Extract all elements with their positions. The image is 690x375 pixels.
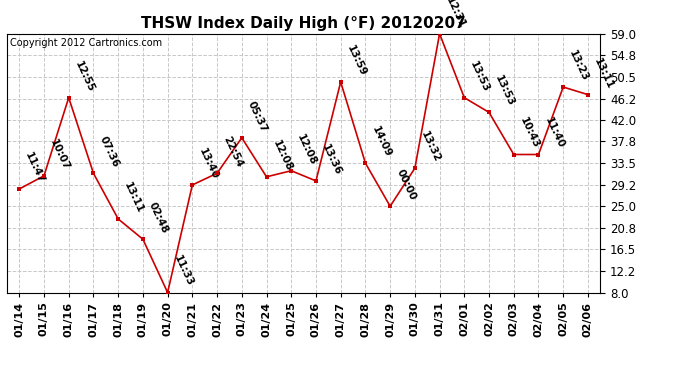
- Text: 13:40: 13:40: [197, 146, 219, 181]
- Text: 12:55: 12:55: [73, 59, 96, 93]
- Text: 11:40: 11:40: [542, 116, 566, 150]
- Text: 22:54: 22:54: [221, 135, 244, 169]
- Text: 11:47: 11:47: [23, 150, 47, 185]
- Text: 13:53: 13:53: [469, 59, 491, 93]
- Text: 13:23: 13:23: [567, 49, 591, 83]
- Text: 13:36: 13:36: [320, 142, 343, 177]
- Text: 12:08: 12:08: [270, 138, 294, 172]
- Text: 07:36: 07:36: [97, 135, 121, 169]
- Text: 02:48: 02:48: [147, 201, 170, 235]
- Text: 14:09: 14:09: [370, 125, 393, 159]
- Text: 12:31: 12:31: [444, 0, 467, 30]
- Text: 12:08: 12:08: [295, 132, 319, 166]
- Text: 10:43: 10:43: [518, 116, 541, 150]
- Text: 05:37: 05:37: [246, 99, 269, 134]
- Text: 10:07: 10:07: [48, 137, 71, 172]
- Text: 13:59: 13:59: [345, 44, 368, 78]
- Text: 13:11: 13:11: [122, 180, 146, 215]
- Text: Copyright 2012 Cartronics.com: Copyright 2012 Cartronics.com: [10, 38, 162, 48]
- Text: 13:53: 13:53: [493, 74, 516, 108]
- Title: THSW Index Daily High (°F) 20120207: THSW Index Daily High (°F) 20120207: [141, 16, 466, 31]
- Text: 13:11: 13:11: [592, 56, 615, 90]
- Text: 13:32: 13:32: [419, 130, 442, 164]
- Text: 11:33: 11:33: [172, 254, 195, 288]
- Text: 00:00: 00:00: [394, 168, 417, 202]
